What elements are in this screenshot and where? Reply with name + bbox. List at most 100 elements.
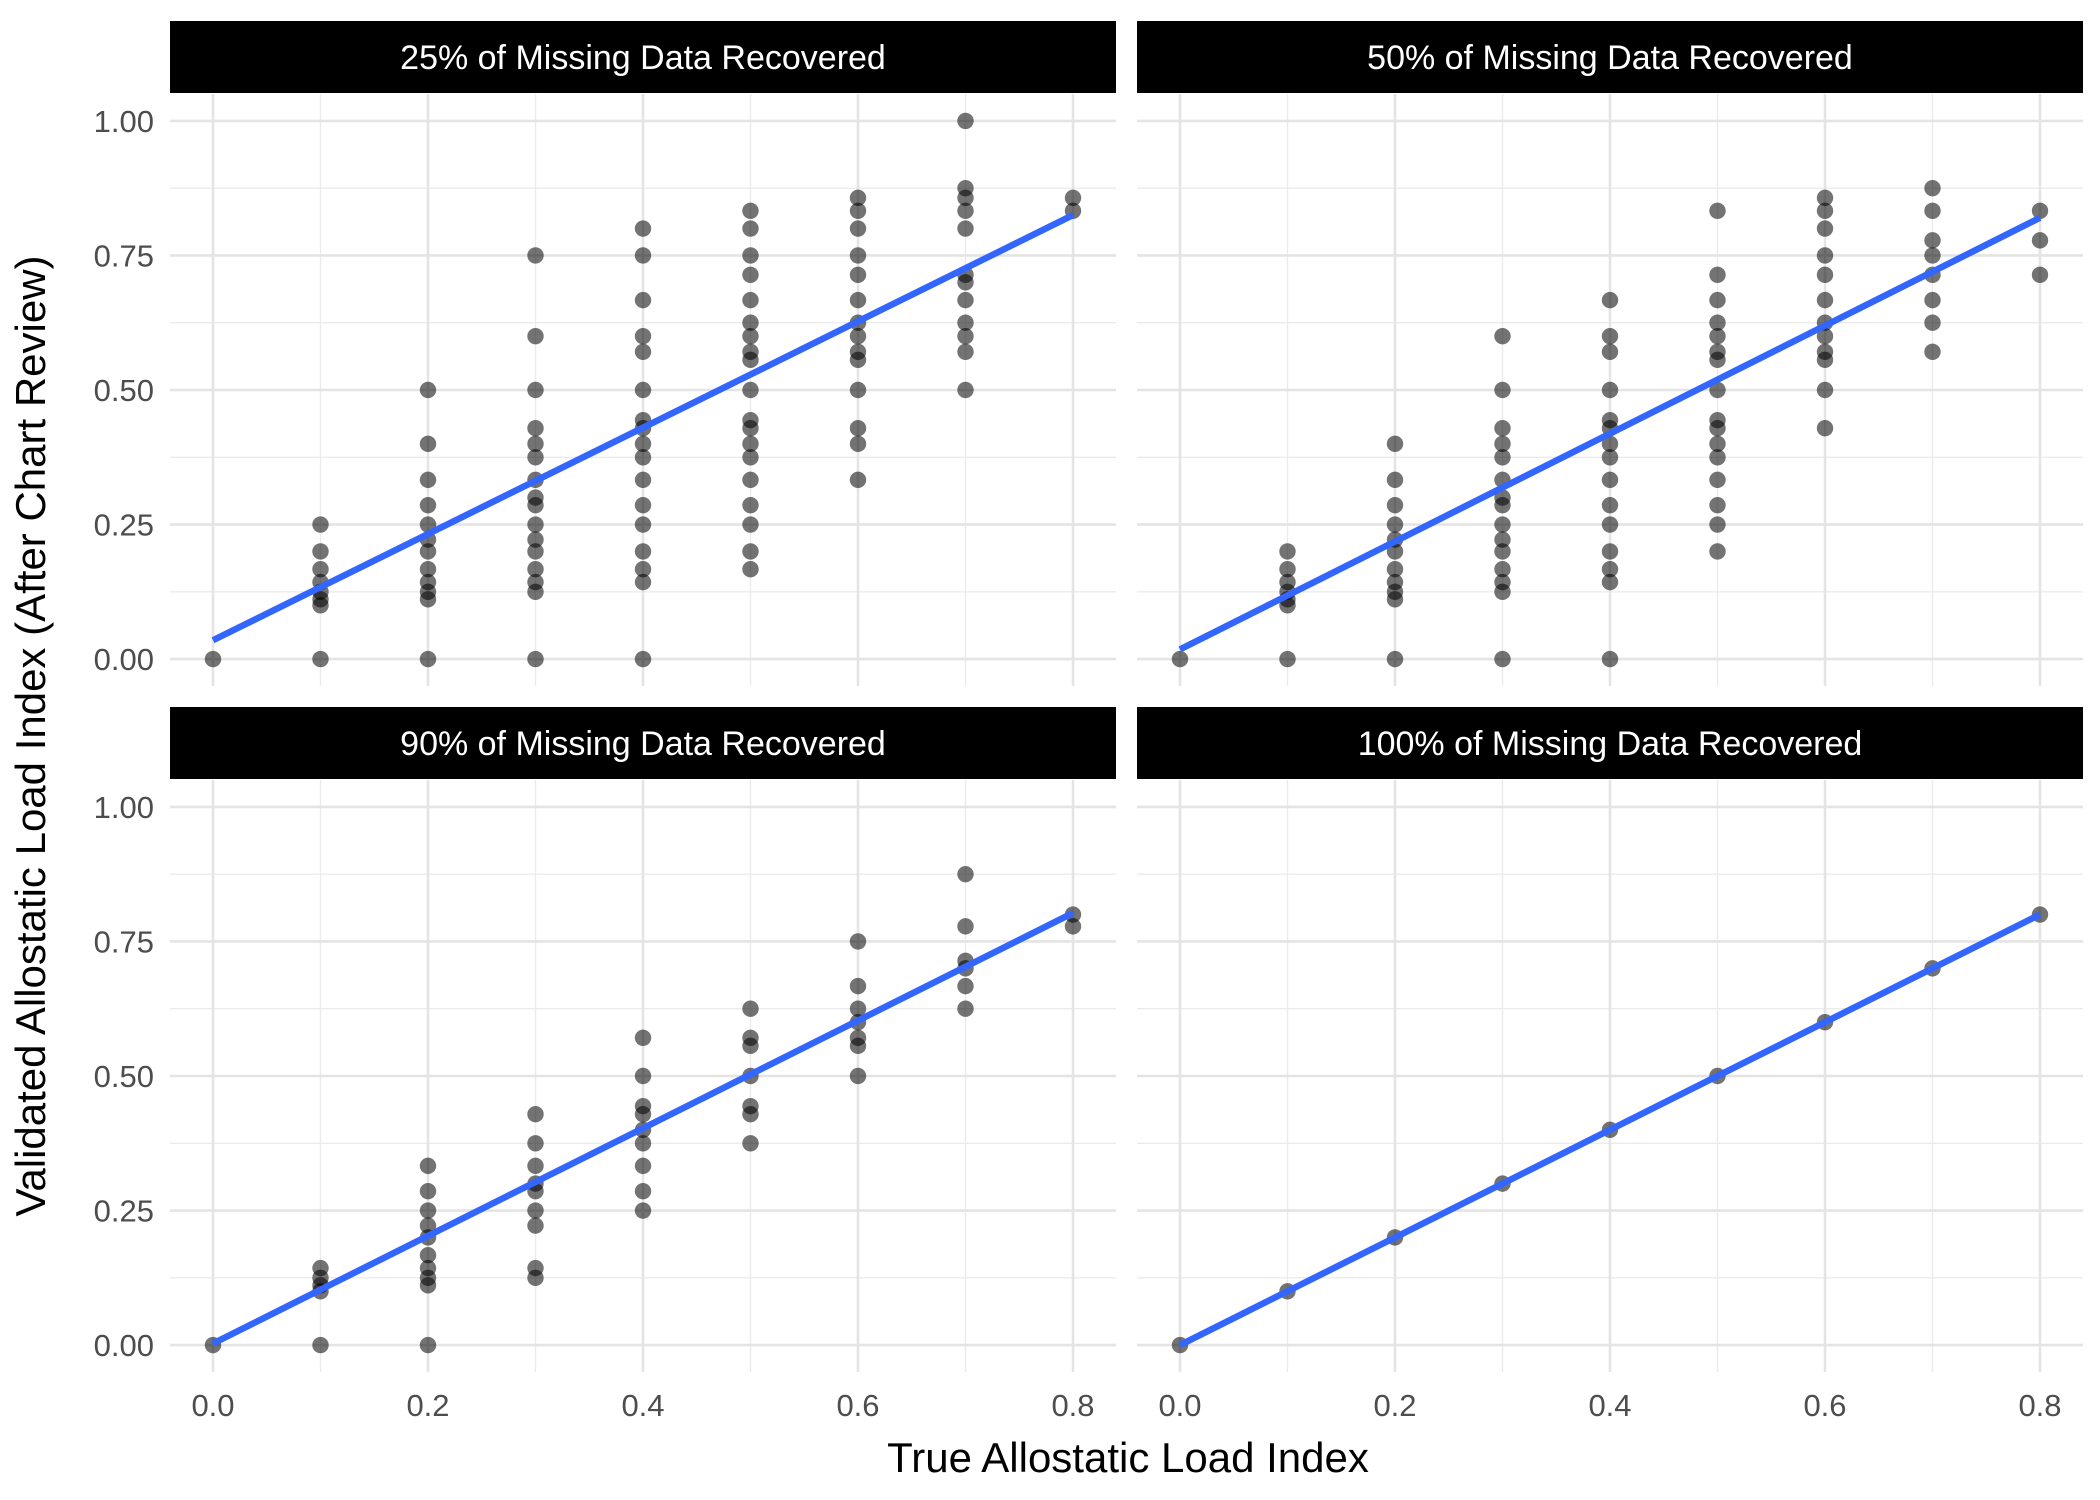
data-point: [1494, 531, 1511, 548]
data-point: [1709, 435, 1726, 453]
y-tick-label: 0.00: [94, 642, 154, 677]
data-point: [527, 1157, 544, 1175]
data-point: [634, 220, 652, 237]
data-point: [1816, 266, 1834, 284]
data-point: [849, 435, 867, 453]
data-point: [957, 112, 974, 130]
data-point: [1386, 496, 1404, 514]
x-tick-label: 0.6: [836, 1388, 879, 1423]
data-point: [527, 650, 544, 668]
data-point: [849, 977, 867, 995]
data-point: [742, 411, 759, 429]
facet-strip: [170, 21, 1116, 93]
data-point: [849, 291, 867, 309]
data-point: [2031, 232, 2049, 249]
y-tick-label: 1.00: [94, 104, 154, 139]
data-point: [634, 343, 652, 360]
x-tick-label: 0.0: [1158, 1388, 1201, 1423]
data-point: [1494, 327, 1511, 345]
data-point: [1386, 435, 1404, 453]
y-tick-label: 0.50: [94, 373, 154, 408]
data-point: [634, 1067, 652, 1085]
data-point: [1601, 516, 1619, 533]
data-point: [1601, 291, 1619, 309]
data-point: [1494, 573, 1511, 591]
data-point: [634, 496, 652, 514]
data-point: [1601, 327, 1619, 345]
x-tick-label: 0.8: [1051, 1388, 1094, 1423]
facet-strip-title: 25% of Missing Data Recovered: [400, 39, 886, 77]
data-point: [312, 561, 329, 578]
data-point: [1279, 543, 1296, 560]
data-point: [634, 1097, 652, 1115]
data-point: [849, 1029, 867, 1046]
data-point: [1601, 573, 1619, 591]
data-point: [742, 516, 759, 533]
data-point: [742, 561, 759, 578]
facet-strip-title: 100% of Missing Data Recovered: [1358, 725, 1863, 763]
data-point: [1709, 343, 1726, 360]
data-point: [849, 189, 867, 207]
data-point: [1709, 266, 1726, 284]
data-point: [849, 343, 867, 360]
facet-panel: 100% of Missing Data Recovered: [1137, 707, 2083, 1372]
data-point: [1601, 650, 1619, 668]
data-point: [527, 1259, 544, 1277]
data-point: [742, 291, 759, 309]
data-point: [1494, 381, 1511, 399]
data-point: [1494, 435, 1511, 453]
data-point: [1279, 650, 1296, 668]
data-point: [849, 247, 867, 264]
x-axis-title: True Allostatic Load Index: [887, 1434, 1369, 1481]
x-tick-label: 0.8: [2018, 1388, 2061, 1423]
data-point: [419, 471, 437, 489]
data-point: [849, 420, 867, 437]
data-point: [419, 1259, 437, 1277]
regression-line: [211, 212, 1075, 644]
facet-panel: 25% of Missing Data Recovered: [170, 21, 1116, 686]
data-point: [634, 561, 652, 578]
data-point: [1601, 543, 1619, 560]
facet-strip: [170, 707, 1116, 779]
regression-line: [1178, 214, 2042, 653]
data-point: [742, 435, 759, 453]
data-point: [1279, 561, 1296, 578]
data-point: [1601, 435, 1619, 453]
data-point: [957, 327, 974, 345]
data-point: [742, 247, 759, 264]
data-point: [1709, 411, 1726, 429]
data-point: [312, 1259, 329, 1277]
data-point: [957, 865, 974, 883]
data-point: [419, 1182, 437, 1200]
data-point: [634, 1157, 652, 1175]
data-point: [419, 573, 437, 591]
data-point: [419, 1217, 437, 1234]
data-point: [527, 247, 544, 264]
data-point: [419, 435, 437, 453]
data-point: [1064, 918, 1082, 935]
facet-strip: [1137, 707, 2083, 779]
data-point: [634, 291, 652, 309]
data-point: [1924, 291, 1941, 309]
facet-strip: [1137, 21, 2083, 93]
data-point: [742, 343, 759, 360]
data-point: [312, 516, 329, 533]
data-point: [957, 918, 974, 935]
data-point: [1386, 573, 1404, 591]
data-point: [957, 381, 974, 399]
data-point: [849, 220, 867, 237]
data-point: [849, 202, 867, 219]
data-point: [1816, 291, 1834, 309]
data-point: [527, 516, 544, 533]
data-point: [1171, 650, 1189, 668]
data-point: [742, 1000, 759, 1017]
x-axis-layer: 0.0 0.2 0.4 0.6 0.8 0.0 0.2 0.4 0.6 0.8: [191, 1388, 2061, 1423]
data-point: [849, 381, 867, 399]
data-point: [527, 573, 544, 591]
data-point: [634, 1202, 652, 1219]
data-point: [1816, 420, 1834, 437]
data-point: [1816, 247, 1834, 264]
data-point: [1709, 449, 1726, 466]
data-point: [742, 1135, 759, 1152]
